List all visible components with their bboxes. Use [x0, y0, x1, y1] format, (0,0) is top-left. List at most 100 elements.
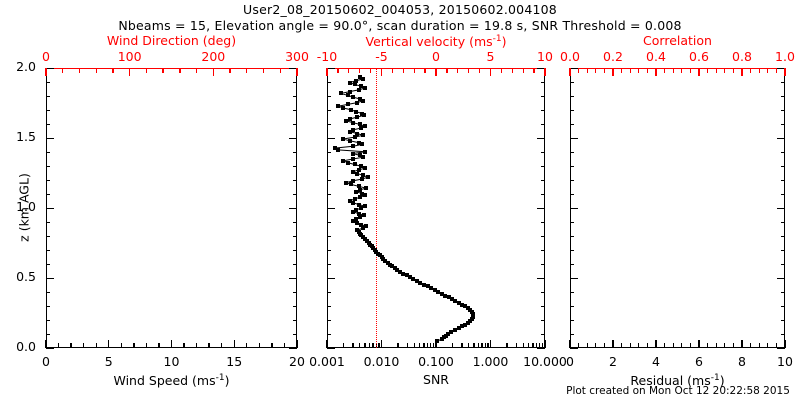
x-tick-label: 0.001 — [309, 354, 345, 369]
data-point — [345, 93, 350, 98]
data-point — [358, 84, 363, 89]
x-top-minor-tick — [424, 68, 426, 73]
x-minor-tick — [364, 343, 366, 348]
x-top-axis-label: Wind Direction (deg) — [106, 33, 237, 48]
x-top-tick-label: 1.0 — [775, 49, 795, 64]
data-point — [356, 87, 361, 92]
data-point — [361, 98, 366, 103]
y-major-tick — [570, 137, 578, 139]
data-point — [352, 162, 357, 167]
y-minor-tick — [781, 179, 785, 181]
data-point — [351, 127, 355, 132]
x-major-tick — [170, 340, 173, 348]
y-major-tick — [289, 137, 297, 139]
y-major-tick — [327, 207, 335, 209]
x-top-major-tick — [544, 68, 546, 76]
y-minor-tick — [541, 319, 545, 321]
x-minor-tick — [532, 343, 534, 348]
data-point — [456, 300, 461, 305]
x-top-minor-tick — [603, 68, 606, 73]
x-minor-tick — [541, 343, 544, 348]
x-minor-tick — [57, 343, 60, 348]
x-minor-tick — [586, 343, 588, 348]
x-minor-tick — [595, 343, 597, 348]
data-point — [355, 100, 360, 105]
plot-subtitle: Nbeams = 15, Elevation angle = 90.0°, sc… — [118, 18, 682, 33]
x-major-tick — [380, 340, 383, 348]
y-minor-tick — [570, 179, 574, 181]
y-minor-tick — [570, 221, 574, 223]
y-minor-tick — [570, 319, 574, 321]
y-minor-tick — [781, 333, 785, 335]
panel-wind — [46, 68, 297, 348]
x-minor-tick — [715, 343, 717, 348]
data-point — [351, 157, 355, 161]
x-top-minor-tick — [359, 68, 361, 73]
x-tick-label: 10 — [163, 354, 180, 369]
x-minor-tick — [477, 343, 480, 348]
data-point — [446, 295, 451, 300]
y-minor-tick — [570, 291, 574, 293]
y-minor-tick — [327, 151, 331, 153]
data-point — [351, 209, 355, 214]
x-tick-label: 20 — [289, 354, 305, 369]
x-tick-label: 0.010 — [363, 354, 400, 369]
x-major-tick — [612, 340, 614, 348]
x-minor-tick — [724, 343, 726, 348]
data-point — [361, 173, 366, 178]
x-top-tick-label: 0.8 — [732, 49, 752, 64]
x-minor-tick — [487, 343, 489, 348]
y-minor-tick — [570, 151, 574, 153]
y-major-tick — [327, 67, 335, 69]
data-point — [353, 207, 358, 212]
x-top-minor-tick — [767, 68, 769, 73]
x-minor-tick — [221, 343, 223, 348]
y-minor-tick — [541, 263, 545, 265]
y-major-tick — [570, 207, 578, 209]
x-top-minor-tick — [577, 68, 580, 73]
y-major-tick — [777, 207, 785, 209]
data-point — [351, 95, 355, 100]
x-minor-tick — [413, 343, 415, 348]
data-point — [345, 160, 350, 165]
data-point — [460, 302, 464, 307]
y-minor-tick — [570, 193, 574, 195]
x-tick-label: 5 — [104, 354, 113, 369]
y-minor-tick — [327, 179, 331, 181]
data-point — [360, 191, 365, 196]
x-top-minor-tick — [724, 68, 726, 73]
x-top-major-tick — [380, 68, 383, 76]
x-top-tick-label: 0.4 — [646, 49, 666, 64]
data-point — [449, 329, 454, 334]
y-major-tick — [537, 207, 545, 209]
data-point — [343, 118, 348, 123]
x-top-minor-tick — [369, 68, 372, 73]
x-minor-tick — [620, 343, 623, 348]
data-point — [361, 226, 366, 231]
y-minor-tick — [46, 123, 50, 125]
x-top-minor-tick — [586, 68, 588, 73]
x-minor-tick — [527, 343, 530, 348]
y-minor-tick — [781, 165, 785, 167]
y-minor-tick — [293, 151, 297, 153]
x-minor-tick — [522, 343, 524, 348]
data-point — [356, 167, 361, 172]
data-point — [365, 175, 370, 180]
data-point — [357, 153, 362, 158]
y-minor-tick — [46, 179, 50, 181]
x-top-minor-tick — [262, 68, 265, 73]
x-top-minor-tick — [663, 68, 666, 73]
x-minor-tick — [423, 343, 425, 348]
y-major-tick — [327, 347, 335, 349]
x-minor-tick — [539, 343, 541, 348]
data-point — [456, 326, 461, 331]
x-top-minor-tick — [468, 68, 470, 73]
x-minor-tick — [246, 343, 248, 348]
data-point — [353, 109, 358, 114]
y-major-tick — [46, 67, 54, 69]
x-tick-label: 1.000 — [472, 354, 509, 369]
data-point — [351, 178, 355, 183]
x-axis-label: Residual (ms-1) — [630, 373, 725, 389]
y-major-tick — [570, 347, 578, 349]
x-top-minor-tick — [706, 68, 709, 73]
